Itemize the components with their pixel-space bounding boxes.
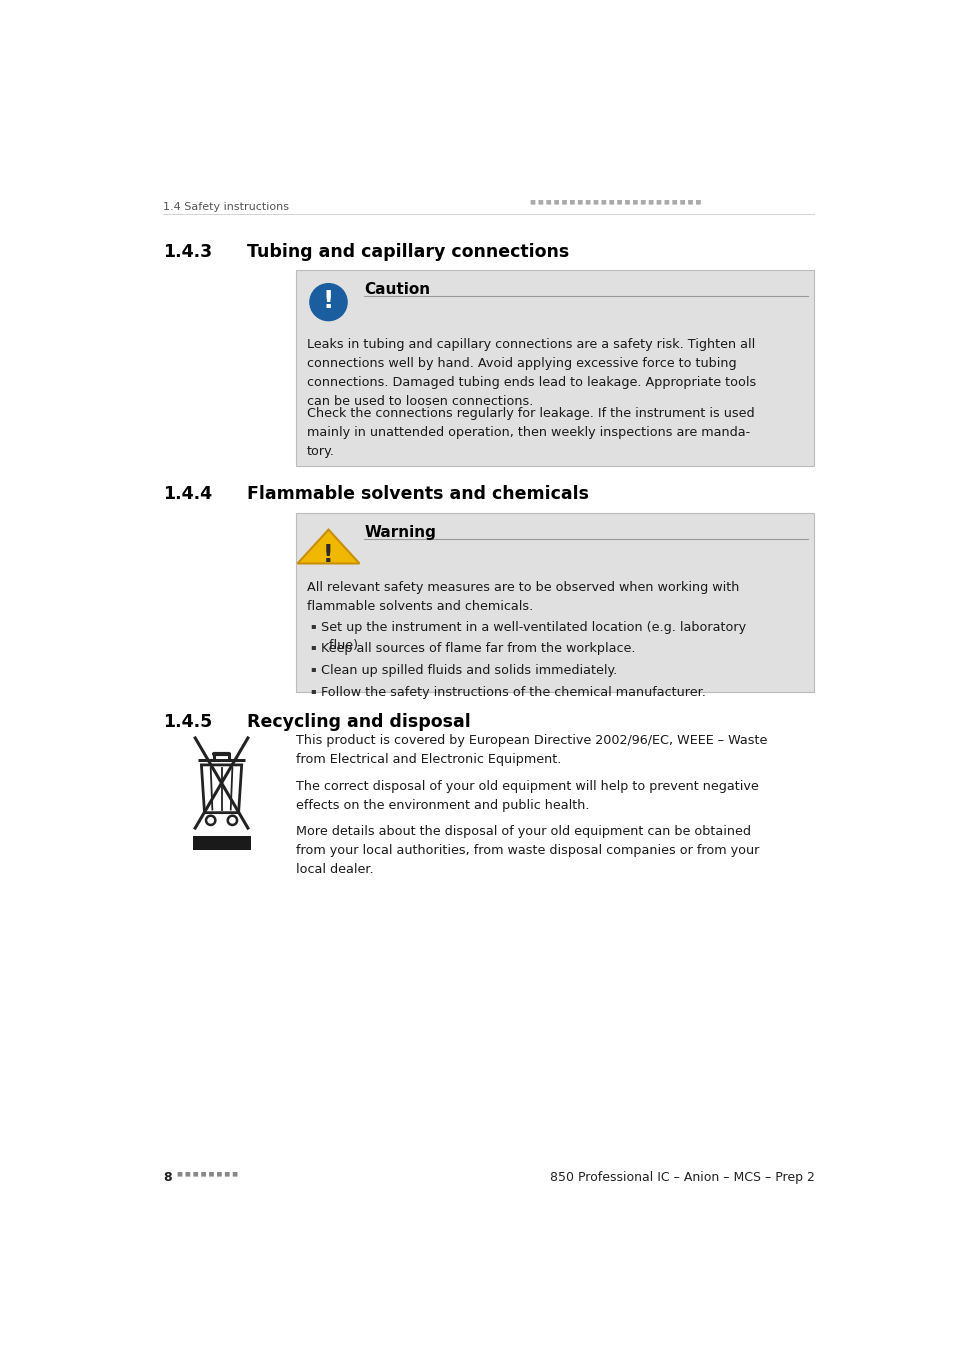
Text: 850 Professional IC – Anion – MCS – Prep 2: 850 Professional IC – Anion – MCS – Prep… bbox=[549, 1170, 814, 1184]
Text: 1.4.4: 1.4.4 bbox=[163, 486, 213, 504]
Text: Leaks in tubing and capillary connections are a safety risk. Tighten all
connect: Leaks in tubing and capillary connection… bbox=[307, 338, 756, 408]
Circle shape bbox=[310, 284, 347, 320]
Text: ■ ■ ■ ■ ■ ■ ■ ■ ■ ■ ■ ■ ■ ■ ■ ■ ■ ■ ■ ■ ■ ■: ■ ■ ■ ■ ■ ■ ■ ■ ■ ■ ■ ■ ■ ■ ■ ■ ■ ■ ■ ■ … bbox=[530, 200, 702, 205]
Text: Keep all sources of flame far from the workplace.: Keep all sources of flame far from the w… bbox=[320, 643, 635, 656]
Circle shape bbox=[312, 286, 344, 319]
Polygon shape bbox=[297, 529, 359, 563]
Text: ■ ■ ■ ■ ■ ■ ■ ■: ■ ■ ■ ■ ■ ■ ■ ■ bbox=[177, 1172, 240, 1176]
Text: The correct disposal of your old equipment will help to prevent negative
effects: The correct disposal of your old equipme… bbox=[295, 780, 758, 813]
FancyBboxPatch shape bbox=[295, 513, 814, 691]
Text: Tubing and capillary connections: Tubing and capillary connections bbox=[247, 243, 569, 261]
Text: Check the connections regularly for leakage. If the instrument is used
mainly in: Check the connections regularly for leak… bbox=[307, 406, 754, 458]
Text: Recycling and disposal: Recycling and disposal bbox=[247, 713, 471, 730]
Text: Flammable solvents and chemicals: Flammable solvents and chemicals bbox=[247, 486, 589, 504]
Text: 1.4 Safety instructions: 1.4 Safety instructions bbox=[163, 202, 289, 212]
Text: !: ! bbox=[323, 543, 334, 567]
Text: Caution: Caution bbox=[364, 282, 430, 297]
FancyBboxPatch shape bbox=[193, 836, 251, 849]
Text: ▪: ▪ bbox=[310, 686, 315, 695]
Text: Follow the safety instructions of the chemical manufacturer.: Follow the safety instructions of the ch… bbox=[320, 686, 705, 698]
Text: !: ! bbox=[322, 289, 334, 313]
FancyBboxPatch shape bbox=[295, 270, 814, 466]
Text: Clean up spilled fluids and solids immediately.: Clean up spilled fluids and solids immed… bbox=[320, 664, 617, 678]
Text: Set up the instrument in a well-ventilated location (e.g. laboratory
  flue).: Set up the instrument in a well-ventilat… bbox=[320, 621, 745, 652]
Text: 1.4.5: 1.4.5 bbox=[163, 713, 213, 730]
Text: 1.4.3: 1.4.3 bbox=[163, 243, 213, 261]
Text: This product is covered by European Directive 2002/96/EC, WEEE – Waste
from Elec: This product is covered by European Dire… bbox=[295, 734, 766, 765]
Text: ▪: ▪ bbox=[310, 621, 315, 630]
Text: ▪: ▪ bbox=[310, 664, 315, 674]
Text: More details about the disposal of your old equipment can be obtained
from your : More details about the disposal of your … bbox=[295, 825, 759, 876]
Text: ▪: ▪ bbox=[310, 643, 315, 652]
Text: All relevant safety measures are to be observed when working with
flammable solv: All relevant safety measures are to be o… bbox=[307, 580, 739, 613]
Text: Warning: Warning bbox=[364, 525, 436, 540]
Text: 8: 8 bbox=[163, 1170, 172, 1184]
